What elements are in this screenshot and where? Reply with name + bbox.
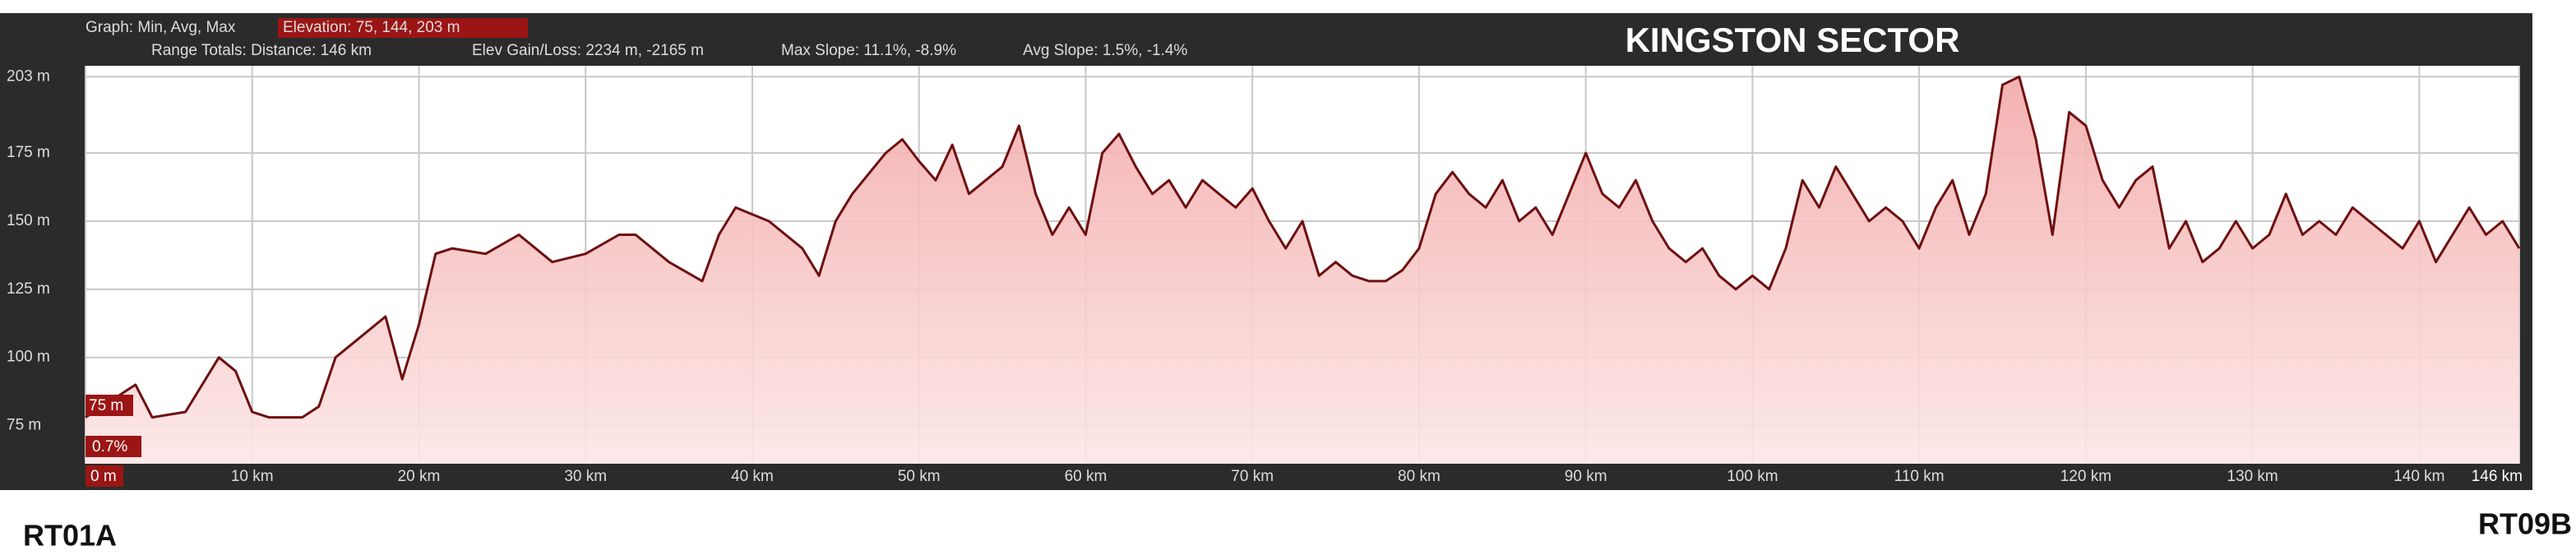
x-tick-label: 10 km [231, 468, 274, 485]
x-tick-label: 50 km [898, 468, 941, 485]
header-avg-slope: Avg Slope: 1.5%, -1.4% [1023, 42, 1187, 59]
x-tick-label: 110 km [1894, 468, 1945, 485]
chart-title: KINGSTON SECTOR [1626, 21, 1960, 59]
elevation-line [85, 75, 2521, 419]
cursor-slope: 0.7% [92, 438, 127, 456]
start-label: RT01A [23, 519, 117, 553]
y-tick-label: 203 m [7, 67, 50, 85]
header-range: Range Totals: Distance: 146 km [151, 42, 372, 59]
y-tick-label: 100 m [7, 349, 50, 366]
x-tick-label: 20 km [398, 468, 441, 485]
x-tick-label: 100 km [1727, 468, 1778, 485]
header-graph: Graph: Min, Avg, Max [86, 19, 236, 36]
cursor-elevation: 75 m [89, 397, 123, 414]
x-tick-box [86, 465, 123, 487]
cursor-elev-box [86, 395, 133, 416]
y-tick-label: 150 m [7, 212, 50, 229]
header-gain-loss: Elev Gain/Loss: 2234 m, -2165 m [472, 42, 704, 59]
x-tick-label: 130 km [2227, 468, 2278, 485]
x-tick-label: 70 km [1231, 468, 1274, 485]
end-label: RT09B [2478, 507, 2572, 541]
cursor-slope-box [86, 436, 141, 457]
x-tick-label: 30 km [564, 468, 607, 485]
elevation-box [278, 18, 528, 38]
header-max-slope: Max Slope: 11.1%, -8.9% [781, 42, 956, 59]
x-tick-label: 0 m [90, 468, 117, 485]
area [86, 76, 2519, 465]
x-tick-label: 120 km [2060, 468, 2111, 485]
x-tick-label: 146 km [2472, 468, 2523, 485]
x-tick-label: 80 km [1398, 468, 1441, 485]
x-tick-label: 40 km [731, 468, 774, 485]
y-tick-label: 175 m [7, 144, 50, 161]
y-tick-label: 125 m [7, 280, 50, 298]
x-tick-label: 140 km [2393, 468, 2444, 485]
x-tick-label: 90 km [1565, 468, 1607, 485]
x-tick-label: 60 km [1065, 468, 1108, 485]
y-tick-label: 75 m [7, 417, 41, 434]
header-elevation: Elevation: 75, 144, 203 m [283, 19, 460, 36]
